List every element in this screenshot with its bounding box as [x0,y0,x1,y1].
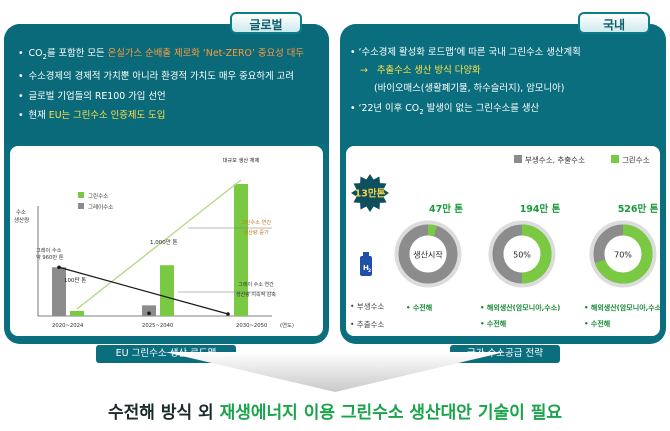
bar-green-3 [234,184,248,316]
donut-center-1 [409,235,447,273]
green-trend-line [76,179,242,310]
y-axis-label-line-2: 생산량 [14,216,29,224]
badge-2018-text: 13만톤 [355,188,386,200]
domestic-line-4: • ‘22년 이후 CO2 발생이 없는 그린수소를 생산 [350,103,540,116]
x-tick-label-1: 2020~2024 [52,323,84,329]
h2-symbol-sub: 2 [368,268,371,274]
x-axis-label: (연도) [280,321,294,329]
kr-legend-label-gray: 부생수소, 추출수소 [525,155,585,165]
legend-swatch-gray [78,203,84,209]
annotation-green-2025: 1,000만 톤 [150,238,178,246]
donut-label-3: 70% [614,251,632,260]
annotation-green-increase-2: 생산량 증가 [243,228,269,236]
donut-label-2: 50% [513,251,531,260]
domestic-panel: • ‘수소경제 활성화 로드맵’에 따른 국내 그린수소 생산계획 → 추출수소… [340,24,666,344]
h2-symbol: H [363,264,369,272]
donut-green-2 [492,224,552,284]
conclusion-text: 수전해 방식 외 재생에너지 이용 그린수소 생산대안 기술이 필요 [107,403,562,423]
gray-trend-point-3 [226,312,230,316]
donut-green-3 [593,224,653,284]
domestic-line-1: • ‘수소경제 활성화 로드맵’에 따른 국내 그린수소 생산계획 [350,47,581,58]
bar-green-1 [70,310,84,316]
domestic-line-2: → 추출수소 생산 방식 다양화 [360,65,481,76]
donut-green-1 [398,224,458,284]
h2-tank-icon [360,256,372,276]
global-bullet-3: 글로벌 기업들의 RE100 가입 선언 [18,87,304,107]
kr-legend-label-green: 그린수소 [622,155,650,165]
annotation-gray-decrease-2: 생산량 지속적 감축 [236,291,276,298]
method-label-3-1: • 해외생산(암모니아,수소) [584,303,660,312]
amount-label-3: 526만 톤 [618,203,659,215]
row-label-1: • 부생수소 [350,301,385,311]
kr-legend-swatch-gray [514,155,522,163]
legend-label-green: 그린수소 [88,193,108,200]
global-panel: CO2를 포함한 모든 온실가스 순배출 제로화 ‘Net-ZERO’ 중요성 … [4,24,329,344]
x-tick-label-2: 2025~2040 [142,323,174,329]
bar-gray-2 [142,305,156,316]
annotation-green-2020: 100만 톤 [64,276,86,284]
gray-trend-line [58,266,229,315]
donut-center-2 [503,235,541,273]
y-axis-label-line-1: 수소 [16,209,26,216]
down-arrow-icon [165,352,505,392]
donut-label-1: 생산시작 [413,250,443,260]
h2-tank-cap [363,252,369,257]
annotation-green-increase-1: 그린수소 연간 [241,218,272,226]
method-label-1-1: • 수전해 [406,303,432,312]
x-tick-label-3: 2030~2050 [236,323,268,329]
global-text-area: CO2를 포함한 모든 온실가스 순배출 제로화 ‘Net-ZERO’ 중요성 … [4,24,329,144]
gray-trend-point-1 [57,265,61,270]
annotation-gray-decrease-1: 그레이 수소 연간 [238,281,274,288]
global-bullet-4: 현재 EU는 그린수소 인증제도 도입 [18,106,304,126]
global-bullet-1: CO2를 포함한 모든 온실가스 순배출 제로화 ‘Net-ZERO’ 중요성 … [18,44,304,67]
arrow-icon: → [360,65,368,76]
annotation-gray-label: 그레이 수소 [36,246,62,254]
kr-supply-label: 국가 수소공급 전략 [450,345,560,363]
kr-supply-chart: 부생수소, 추출수소 그린수소 13만톤 H 2 • 부생수소 • 추출수소 생산시작 47만 … [346,155,664,344]
bar-green-2 [160,265,174,316]
tab-global: 글로벌 [230,12,302,34]
gray-trend-point-2 [147,311,151,316]
legend-label-gray: 그레이수소 [88,203,113,211]
domestic-line-3: (바이오매스(생활폐기물, 하수슬러지), 암모니아) [374,83,565,94]
annotation-gray-amount: 약 960만 톤 [36,253,64,261]
kr-supply-chart-area: 부생수소, 추출수소 그린수소 13만톤 H 2 • 부생수소 • 추출수소 생산시작 47만 … [346,146,664,344]
row-label-2: • 추출수소 [350,319,385,329]
donut-center-3 [604,235,642,273]
method-label-3-2: • 수전해 [584,319,610,328]
kr-legend-swatch-green [611,155,619,163]
tab-domestic: 국내 [578,12,650,34]
amount-label-1: 47만 톤 [429,203,463,215]
badge-2018-shape [351,174,389,212]
legend-swatch-green [78,192,84,198]
method-label-2-1: • 해외생산(암모니아,수소) [480,303,560,312]
global-bullet-2: 수소경제의 경제적 가치뿐 아니라 환경적 가치도 매우 중요하게 고려 [18,67,304,87]
method-label-2-2: • 수전해 [480,319,506,328]
bar-gray-1 [52,267,66,316]
amount-label-2: 194만 톤 [520,203,561,215]
annotation-top: 대규모 생산 체제 [223,156,260,164]
global-bullet-list: CO2를 포함한 모든 온실가스 순배출 제로화 ‘Net-ZERO’ 중요성 … [18,44,304,126]
